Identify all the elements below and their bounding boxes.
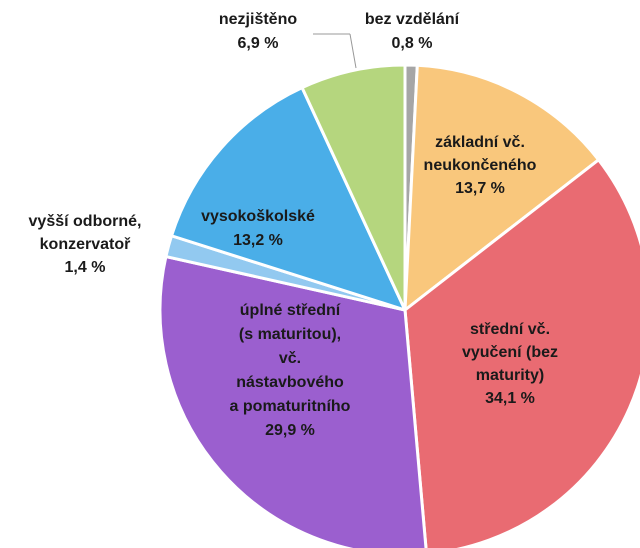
slice-label: neukončeného <box>424 157 537 174</box>
slice-label: (s maturitou), <box>239 326 341 343</box>
slice-label: vyučení (bez <box>462 344 558 361</box>
pie-slice <box>158 255 428 548</box>
slice-label: střední vč. <box>470 321 550 338</box>
pie-slice <box>403 63 601 312</box>
slice-label: vysokoškolské <box>201 208 315 225</box>
slice-label: nástavbového <box>236 374 344 391</box>
slice-label: vč. <box>279 350 301 367</box>
slice-label: a pomaturitního <box>230 398 351 415</box>
slice-label: bez vzdělání <box>365 11 460 28</box>
slice-label: konzervatoř <box>40 236 131 253</box>
pie-slice <box>300 63 407 312</box>
value-label: 1,4 % <box>65 259 106 276</box>
slice-label: maturity) <box>476 367 544 384</box>
value-label: 34,1 % <box>485 390 535 407</box>
value-label: 29,9 % <box>265 422 315 439</box>
leader-line <box>349 33 357 69</box>
value-label: 13,2 % <box>233 232 283 249</box>
slice-label: úplné střední <box>240 302 341 319</box>
value-label: 13,7 % <box>455 180 505 197</box>
slice-label: základní vč. <box>435 134 525 151</box>
value-label: 6,9 % <box>238 35 279 52</box>
pie-slice <box>170 86 407 312</box>
pie-slice <box>403 158 640 548</box>
slice-label: nezjištěno <box>219 11 297 28</box>
value-label: 0,8 % <box>392 35 433 52</box>
slice-label: vyšší odborné, <box>29 213 142 230</box>
